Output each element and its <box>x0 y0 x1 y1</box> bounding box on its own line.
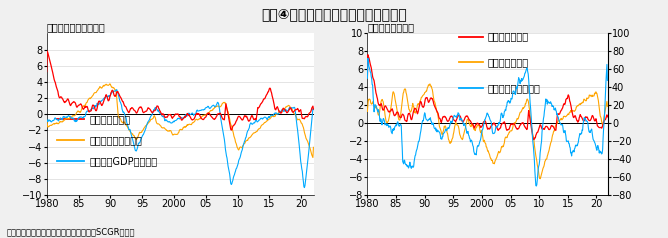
Text: 輸入物価指数（右）: 輸入物価指数（右） <box>488 83 540 93</box>
Text: 消費者物価指数: 消費者物価指数 <box>90 114 131 124</box>
Text: 図表④　消費者物価指数とデフレ脱却: 図表④ 消費者物価指数とデフレ脱却 <box>261 7 407 21</box>
Text: （前年同月比％）: （前年同月比％） <box>367 22 414 32</box>
Text: 消費者物価指数: 消費者物価指数 <box>488 32 529 42</box>
Text: （出所：総務省、内閣府、日本銀行よりSCGR作成）: （出所：総務省、内閣府、日本銀行よりSCGR作成） <box>7 228 135 237</box>
Text: （％、前年同月比％）: （％、前年同月比％） <box>47 22 106 32</box>
Text: 単位労働コスト: 単位労働コスト <box>488 57 529 67</box>
Text: 日銀・需給ギャップ: 日銀・需給ギャップ <box>90 135 142 145</box>
Text: 内開府・GDPギャップ: 内開府・GDPギャップ <box>90 156 158 166</box>
